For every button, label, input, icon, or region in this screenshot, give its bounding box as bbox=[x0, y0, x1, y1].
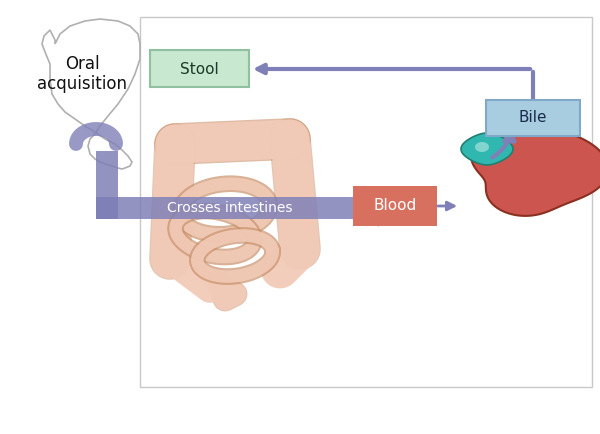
FancyArrow shape bbox=[376, 190, 396, 226]
Polygon shape bbox=[475, 142, 489, 152]
Bar bbox=[140, 17, 592, 387]
FancyBboxPatch shape bbox=[96, 197, 118, 219]
Text: Blood: Blood bbox=[373, 198, 416, 214]
Polygon shape bbox=[471, 128, 600, 216]
FancyBboxPatch shape bbox=[486, 100, 580, 136]
Bar bbox=[96, 197, 376, 219]
Text: Crosses intestines: Crosses intestines bbox=[167, 201, 293, 215]
Text: Oral
acquisition: Oral acquisition bbox=[37, 55, 127, 93]
Text: Bile: Bile bbox=[519, 111, 547, 125]
Text: Stool: Stool bbox=[179, 62, 218, 76]
FancyBboxPatch shape bbox=[150, 50, 249, 87]
Bar bbox=[96, 151, 118, 219]
FancyBboxPatch shape bbox=[353, 186, 437, 226]
Polygon shape bbox=[461, 133, 513, 165]
